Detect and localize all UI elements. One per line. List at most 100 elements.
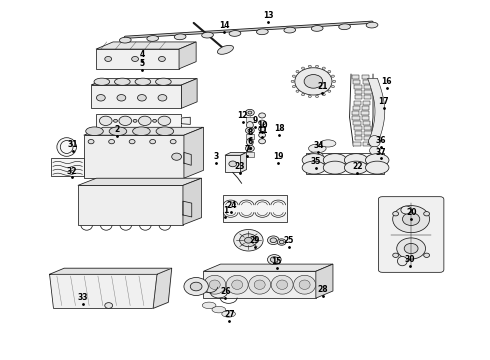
Ellipse shape bbox=[222, 311, 236, 317]
Text: 8: 8 bbox=[247, 128, 252, 137]
FancyBboxPatch shape bbox=[306, 153, 384, 174]
Ellipse shape bbox=[366, 154, 389, 167]
Circle shape bbox=[333, 80, 336, 82]
Circle shape bbox=[268, 236, 279, 244]
FancyBboxPatch shape bbox=[51, 158, 84, 176]
Circle shape bbox=[392, 212, 398, 216]
Bar bbox=[363, 141, 370, 145]
Circle shape bbox=[114, 120, 118, 122]
Polygon shape bbox=[49, 268, 172, 274]
Ellipse shape bbox=[94, 78, 110, 85]
Circle shape bbox=[270, 257, 278, 262]
Circle shape bbox=[159, 57, 165, 62]
Bar bbox=[355, 131, 362, 135]
Bar bbox=[362, 116, 369, 120]
Circle shape bbox=[248, 111, 252, 114]
Ellipse shape bbox=[212, 306, 226, 313]
Circle shape bbox=[245, 237, 252, 243]
Bar bbox=[352, 75, 360, 79]
Polygon shape bbox=[225, 152, 246, 155]
Ellipse shape bbox=[209, 280, 220, 289]
Text: 3: 3 bbox=[213, 152, 219, 161]
Circle shape bbox=[245, 127, 254, 134]
Ellipse shape bbox=[323, 154, 347, 167]
Ellipse shape bbox=[218, 45, 233, 54]
Polygon shape bbox=[181, 78, 197, 108]
Text: 1: 1 bbox=[223, 206, 228, 215]
Circle shape bbox=[245, 145, 254, 152]
Text: 13: 13 bbox=[263, 11, 274, 20]
Ellipse shape bbox=[133, 127, 150, 135]
Circle shape bbox=[259, 120, 266, 125]
Ellipse shape bbox=[302, 161, 326, 174]
Text: 14: 14 bbox=[219, 21, 230, 30]
Text: 33: 33 bbox=[77, 293, 88, 302]
Text: 26: 26 bbox=[220, 287, 231, 296]
Polygon shape bbox=[153, 268, 172, 309]
Circle shape bbox=[301, 94, 304, 96]
Text: 20: 20 bbox=[406, 208, 416, 217]
Ellipse shape bbox=[86, 127, 103, 135]
Text: 7: 7 bbox=[245, 145, 250, 154]
Polygon shape bbox=[84, 135, 184, 178]
Text: 32: 32 bbox=[66, 167, 77, 176]
Polygon shape bbox=[183, 201, 192, 217]
Bar bbox=[352, 106, 360, 110]
Text: 11: 11 bbox=[257, 126, 268, 135]
Ellipse shape bbox=[135, 78, 151, 85]
Text: 31: 31 bbox=[68, 140, 78, 149]
Circle shape bbox=[316, 95, 318, 98]
Ellipse shape bbox=[226, 275, 248, 294]
Circle shape bbox=[117, 95, 126, 101]
Ellipse shape bbox=[302, 154, 326, 167]
Text: 6: 6 bbox=[247, 137, 252, 146]
Circle shape bbox=[401, 206, 412, 214]
Circle shape bbox=[248, 129, 252, 132]
Text: 5: 5 bbox=[140, 59, 145, 68]
Text: 10: 10 bbox=[257, 121, 268, 130]
Polygon shape bbox=[203, 271, 316, 298]
Ellipse shape bbox=[294, 275, 316, 294]
Circle shape bbox=[170, 139, 176, 144]
Circle shape bbox=[184, 278, 208, 296]
Circle shape bbox=[109, 139, 115, 144]
Circle shape bbox=[105, 57, 112, 62]
FancyBboxPatch shape bbox=[223, 195, 287, 222]
Bar bbox=[352, 111, 359, 115]
Ellipse shape bbox=[229, 31, 241, 36]
Circle shape bbox=[153, 120, 157, 122]
Ellipse shape bbox=[109, 127, 127, 135]
Text: 21: 21 bbox=[317, 82, 327, 91]
Circle shape bbox=[331, 75, 335, 77]
Bar bbox=[365, 131, 371, 135]
Text: 37: 37 bbox=[375, 148, 386, 157]
Circle shape bbox=[150, 139, 156, 144]
Circle shape bbox=[259, 139, 266, 144]
Bar bbox=[354, 85, 362, 89]
Polygon shape bbox=[203, 264, 333, 271]
Text: 27: 27 bbox=[224, 310, 235, 319]
Circle shape bbox=[424, 253, 430, 257]
Ellipse shape bbox=[311, 26, 323, 31]
Ellipse shape bbox=[277, 280, 288, 289]
FancyBboxPatch shape bbox=[96, 114, 181, 128]
Text: 12: 12 bbox=[237, 111, 248, 120]
Bar bbox=[246, 134, 254, 139]
Ellipse shape bbox=[156, 78, 171, 85]
Ellipse shape bbox=[246, 122, 253, 129]
Text: 22: 22 bbox=[352, 162, 363, 171]
Bar bbox=[362, 106, 369, 110]
Bar bbox=[362, 75, 369, 79]
Bar bbox=[364, 95, 371, 99]
Circle shape bbox=[328, 71, 331, 73]
Bar bbox=[363, 100, 370, 104]
Circle shape bbox=[331, 86, 335, 88]
Ellipse shape bbox=[344, 161, 368, 174]
Bar bbox=[365, 90, 371, 94]
Text: 28: 28 bbox=[318, 285, 328, 294]
Ellipse shape bbox=[254, 280, 265, 289]
Bar bbox=[362, 111, 368, 115]
Polygon shape bbox=[184, 152, 191, 165]
Bar bbox=[354, 100, 361, 104]
Ellipse shape bbox=[57, 138, 76, 156]
